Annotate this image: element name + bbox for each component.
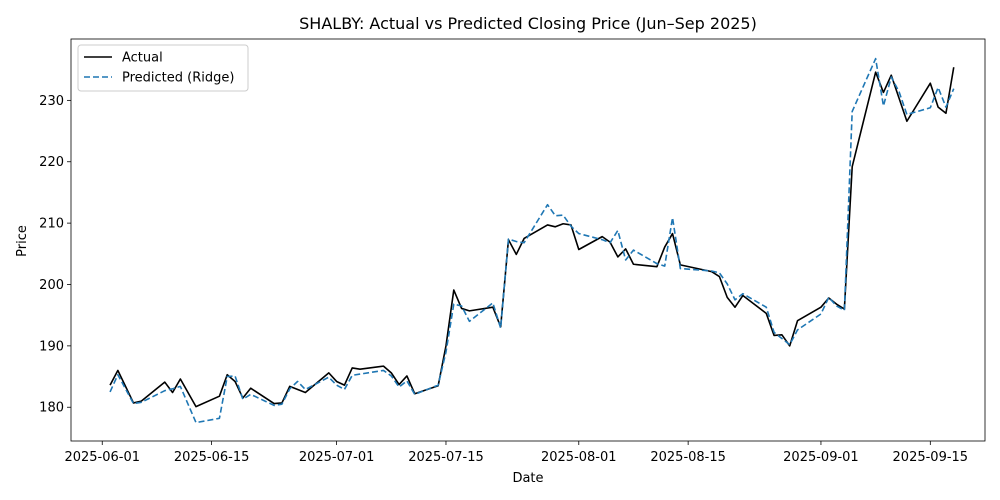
- y-tick-label: 190: [39, 339, 64, 354]
- legend-label: Actual: [122, 51, 163, 66]
- series-line-actual: [109, 67, 955, 408]
- x-axis-label: Date: [512, 471, 543, 486]
- y-axis-label: Price: [15, 225, 30, 257]
- series-lines: [109, 57, 955, 424]
- legend-label: Predicted (Ridge): [122, 71, 234, 86]
- x-axis: 2025-06-01 2025-06-15 2025-07-01 2025-07-15…: [64, 441, 968, 465]
- legend-box: [77, 44, 249, 92]
- y-tick-label: 220: [39, 155, 64, 170]
- x-tick-label: 2025-06-15: [174, 450, 250, 465]
- chart-title: SHALBY: Actual vs Predicted Closing Pric…: [299, 14, 757, 33]
- y-tick-label: 230: [39, 94, 64, 109]
- x-tick-label: 2025-07-01: [299, 450, 375, 465]
- x-tick-label: 2025-07-15: [408, 450, 484, 465]
- legend: Actual Predicted (Ridge): [77, 44, 249, 92]
- x-tick-label: 2025-08-15: [650, 450, 726, 465]
- y-tick-label: 180: [39, 401, 64, 416]
- x-tick-label: 2025-06-01: [64, 450, 140, 465]
- plot-area: [70, 38, 986, 442]
- plot-frame: [70, 38, 986, 442]
- x-tick-label: 2025-09-15: [893, 450, 969, 465]
- x-tick-label: 2025-09-01: [783, 450, 859, 465]
- y-tick-label: 210: [39, 217, 64, 232]
- x-tick-label: 2025-08-01: [541, 450, 617, 465]
- series-line-predicted: [109, 57, 955, 424]
- y-tick-label: 200: [39, 278, 64, 293]
- y-axis: 180 190 200 210 220 230: [39, 94, 71, 416]
